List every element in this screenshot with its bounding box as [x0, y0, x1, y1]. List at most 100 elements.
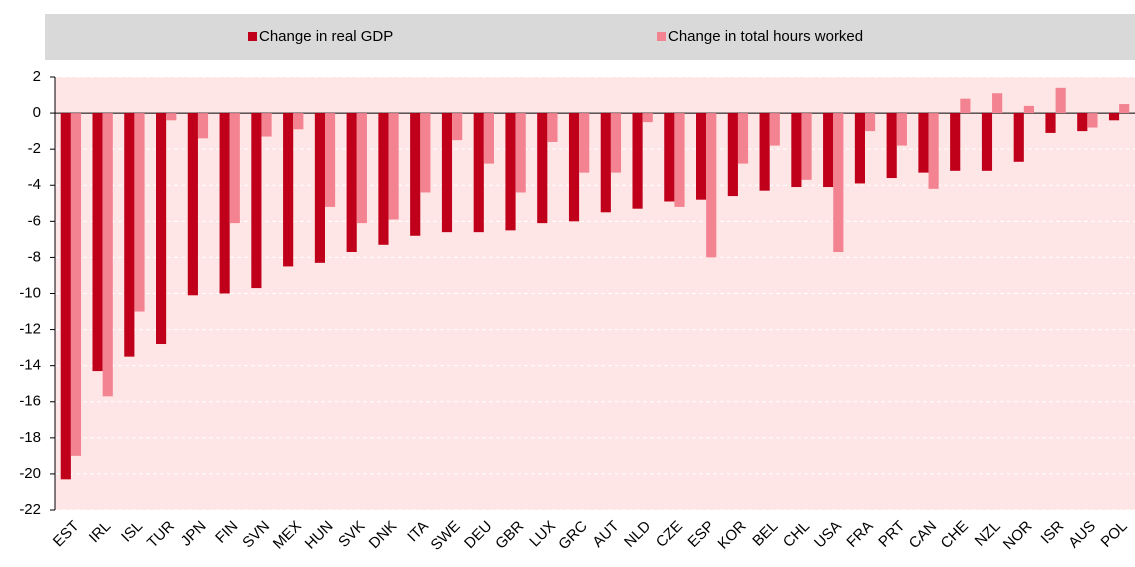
y-tick-label: -12 — [19, 321, 41, 338]
x-tick-label: SVK — [335, 518, 368, 551]
x-tick-label: PRT — [875, 518, 908, 551]
bar — [918, 113, 929, 173]
x-tick-label: SWE — [428, 518, 464, 554]
y-tick-label: -20 — [19, 465, 41, 482]
x-tick-label: ISR — [1038, 518, 1068, 548]
bar — [1108, 113, 1120, 121]
x-tick-label: AUT — [589, 518, 622, 551]
bar — [632, 113, 643, 209]
y-tick-label: -10 — [19, 284, 41, 301]
y-tick-label: -14 — [19, 357, 41, 374]
bar — [727, 113, 738, 197]
bar — [1087, 113, 1098, 128]
x-tick-label: ISL — [118, 518, 146, 546]
bar — [896, 113, 907, 146]
bar — [610, 113, 622, 173]
x-tick-label: USA — [811, 518, 845, 552]
y-tick-label: 2 — [33, 68, 41, 85]
x-tick-label: AUS — [1065, 518, 1099, 552]
x-tick-label: EST — [50, 518, 83, 551]
bar — [579, 113, 590, 173]
bar — [600, 113, 611, 213]
bar — [1119, 104, 1130, 114]
bar — [166, 113, 177, 121]
x-tick-label: CHL — [780, 518, 813, 551]
y-tick-label: -22 — [19, 501, 41, 518]
x-tick-label: ESP — [685, 518, 718, 551]
bar — [1013, 113, 1024, 162]
bar — [854, 113, 865, 184]
bar — [960, 98, 971, 114]
bar — [537, 113, 548, 224]
bar — [759, 113, 770, 191]
x-tick-label: IRL — [86, 518, 115, 547]
x-tick-label: LUX — [526, 518, 559, 551]
bar — [981, 113, 993, 171]
bar — [737, 113, 749, 164]
bar — [674, 113, 685, 207]
x-tick-label: FIN — [212, 518, 241, 547]
x-tick-label: BEL — [749, 518, 781, 550]
bar — [791, 113, 802, 188]
y-tick-label: -6 — [28, 212, 41, 229]
bar — [124, 113, 135, 357]
bar — [197, 113, 209, 139]
bar — [134, 113, 145, 312]
bar — [251, 113, 262, 289]
x-tick-label: CAN — [906, 518, 940, 552]
bar — [187, 113, 198, 296]
bar — [314, 113, 325, 263]
y-tick-label: 0 — [33, 104, 41, 121]
bar — [283, 113, 294, 267]
bar — [483, 113, 494, 164]
x-tick-label: GRC — [555, 518, 591, 554]
bar — [156, 113, 167, 345]
bar — [547, 113, 558, 142]
y-tick-label: -16 — [19, 393, 41, 410]
bar — [886, 113, 897, 179]
bar — [950, 113, 961, 171]
bar — [515, 113, 526, 193]
bar — [92, 113, 103, 372]
bar — [823, 113, 834, 188]
bar — [642, 113, 653, 123]
bar — [1045, 113, 1056, 133]
bar — [664, 113, 675, 202]
bar — [696, 113, 707, 200]
legend-swatch — [657, 32, 666, 41]
bar — [452, 113, 463, 141]
bar — [928, 113, 939, 189]
x-tick-label: POL — [1098, 518, 1131, 551]
x-tick-label: CHE — [938, 518, 972, 552]
x-tick-label: HUN — [302, 518, 337, 553]
bar — [706, 113, 717, 258]
bar — [70, 113, 82, 456]
bar — [410, 113, 421, 236]
bar — [769, 113, 780, 146]
bar — [60, 113, 71, 480]
x-tick-label: GBR — [492, 518, 527, 553]
x-tick-label: DNK — [366, 518, 400, 552]
legend-label: Change in total hours worked — [668, 28, 863, 45]
legend-background — [45, 14, 1135, 60]
y-tick-label: -8 — [28, 248, 41, 265]
x-tick-label: NLD — [621, 518, 654, 551]
legend-swatch — [248, 32, 257, 41]
x-tick-label: NOR — [1000, 518, 1036, 554]
x-tick-label: MEX — [270, 518, 305, 553]
x-tick-label: DEU — [461, 518, 495, 552]
bar — [1023, 105, 1034, 114]
bar — [346, 113, 357, 253]
bar — [378, 113, 389, 245]
bar — [1055, 87, 1066, 114]
bar — [325, 113, 336, 207]
bar — [420, 113, 431, 193]
bar — [505, 113, 516, 231]
bar — [102, 113, 113, 397]
bar — [1077, 113, 1088, 132]
x-tick-label: KOR — [715, 518, 750, 553]
x-tick-label: NZL — [972, 518, 1004, 550]
bar — [992, 93, 1003, 114]
bar — [865, 113, 876, 132]
